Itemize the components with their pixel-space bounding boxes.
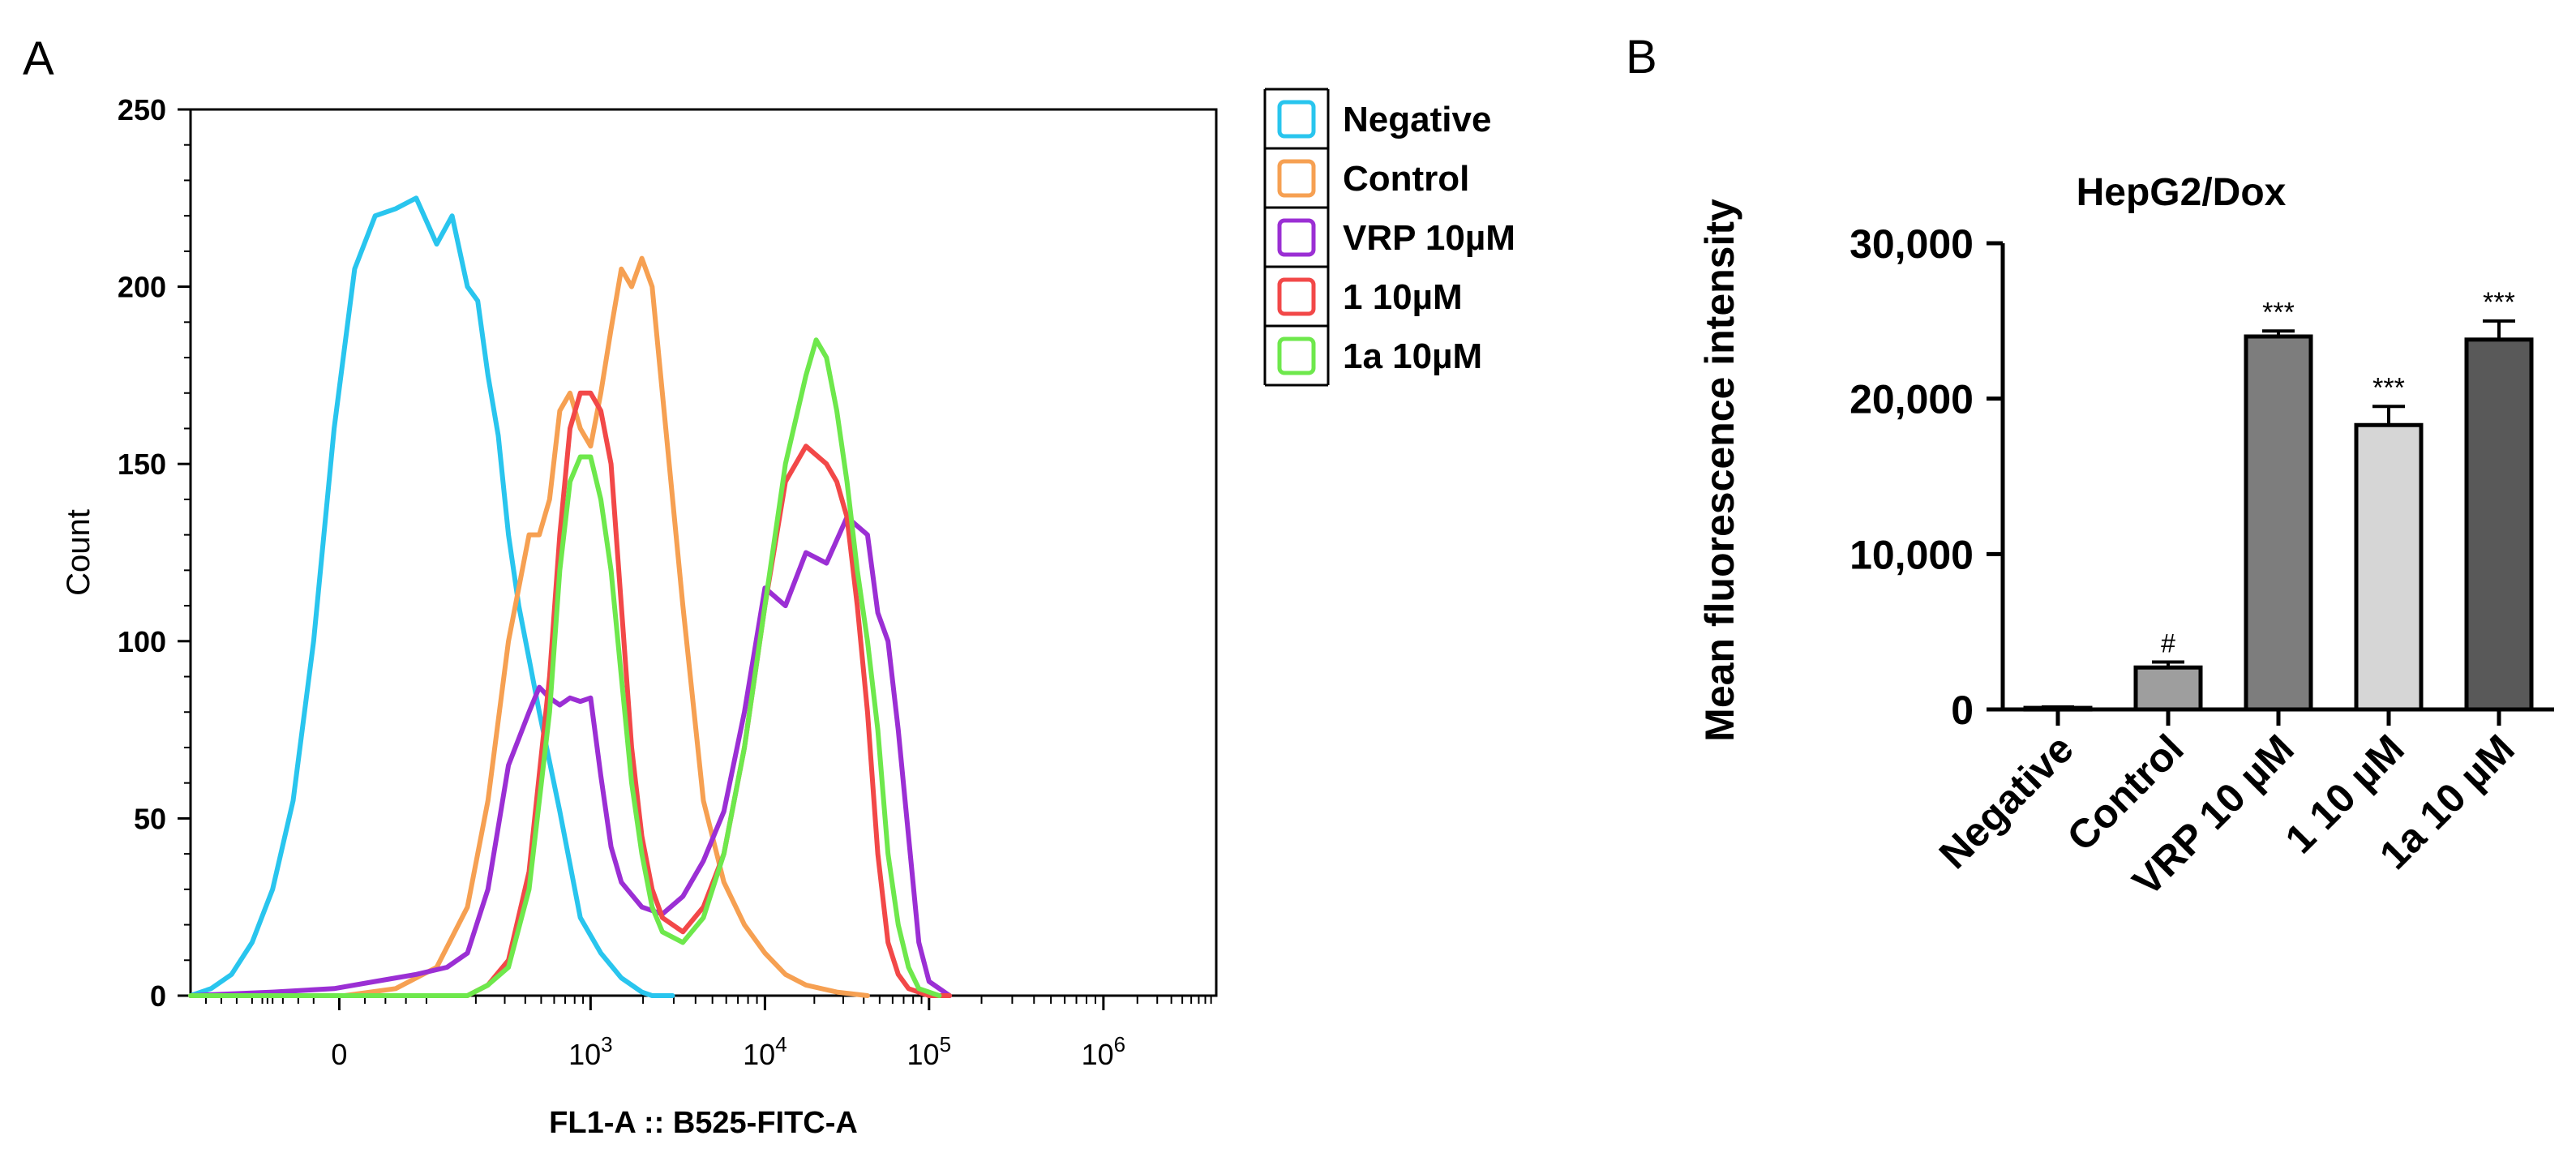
x-tick-base: 10: [1082, 1038, 1114, 1071]
significance-marker: ***: [2483, 287, 2515, 318]
histogram-line-1a-10-m: [188, 337, 942, 998]
bar-1-10-m: [2354, 422, 2424, 712]
significance-marker: ***: [2262, 297, 2295, 328]
x-tick-base: 10: [743, 1038, 775, 1071]
panel-b-bar-chart: B HepG2/Dox 0 10,000 20,000 30,000 Mean fluore…: [1626, 31, 2554, 905]
legend-entry: Control: [1343, 159, 1469, 199]
legend-entry: 1a 10µM: [1343, 336, 1482, 376]
y-tick-label: 10,000: [1849, 532, 1974, 577]
y-tick-label: 20,000: [1849, 377, 1974, 422]
category-label: Negative: [1931, 726, 2082, 877]
y-tick-label: 0: [1951, 688, 1974, 733]
significance-marker: ***: [2372, 372, 2405, 403]
histogram-line-1-10-m: [188, 390, 953, 998]
x-axis-label: FL1-A :: B525-FITC-A: [549, 1106, 858, 1140]
x-tick-label: 106: [1082, 1032, 1126, 1071]
legend-swatch: [1277, 336, 1316, 375]
bar-control: [2133, 665, 2203, 712]
panel-label-a: A: [23, 32, 54, 85]
y-tick-label: 250: [118, 93, 166, 126]
y-tick-label: 200: [118, 271, 166, 304]
x-tick-base: 10: [907, 1038, 940, 1071]
legend-swatch: [1277, 277, 1316, 316]
x-tick-exponent: 4: [775, 1032, 787, 1056]
x-tick-label: 103: [568, 1032, 613, 1071]
legend-entry: 1 10µM: [1343, 277, 1463, 317]
y-tick-label: 30,000: [1849, 221, 1974, 267]
x-tick-label: 104: [743, 1032, 787, 1071]
bar-1a-10-m: [2464, 337, 2534, 712]
bar-negative: [2023, 705, 2093, 712]
x-tick-base: 10: [568, 1038, 601, 1071]
legend-swatch: [1277, 218, 1316, 257]
histogram-line-control: [188, 255, 870, 998]
x-tick-base: 0: [331, 1038, 347, 1071]
legend-entry: VRP 10µM: [1343, 218, 1515, 258]
y-tick-label: 100: [118, 625, 166, 658]
x-tick-exponent: 6: [1114, 1032, 1125, 1056]
legend-swatch: [1277, 100, 1316, 139]
y-tick-label: 50: [134, 802, 166, 835]
y-tick-label: 0: [150, 979, 166, 1013]
legend-swatch: [1277, 159, 1316, 198]
panel-label-b: B: [1626, 31, 1657, 84]
histogram-line-vrp-10-m: [188, 514, 953, 998]
histogram-line-negative: [188, 195, 675, 998]
bar-vrp-10-m: [2244, 334, 2313, 712]
x-tick-exponent: 5: [940, 1032, 951, 1056]
chart-title: HepG2/Dox: [2077, 171, 2287, 214]
legend-entry: Negative: [1343, 100, 1491, 139]
x-tick-label: 0: [331, 1038, 347, 1071]
y-tick-label: 150: [118, 448, 166, 481]
y-axis-label: Mean fluorescence intensity: [1697, 199, 1742, 742]
x-tick-exponent: 3: [601, 1032, 612, 1056]
plot-frame: [189, 108, 1218, 997]
y-axis-label: Count: [61, 509, 96, 596]
significance-marker: #: [2161, 629, 2175, 658]
x-tick-label: 105: [907, 1032, 952, 1071]
